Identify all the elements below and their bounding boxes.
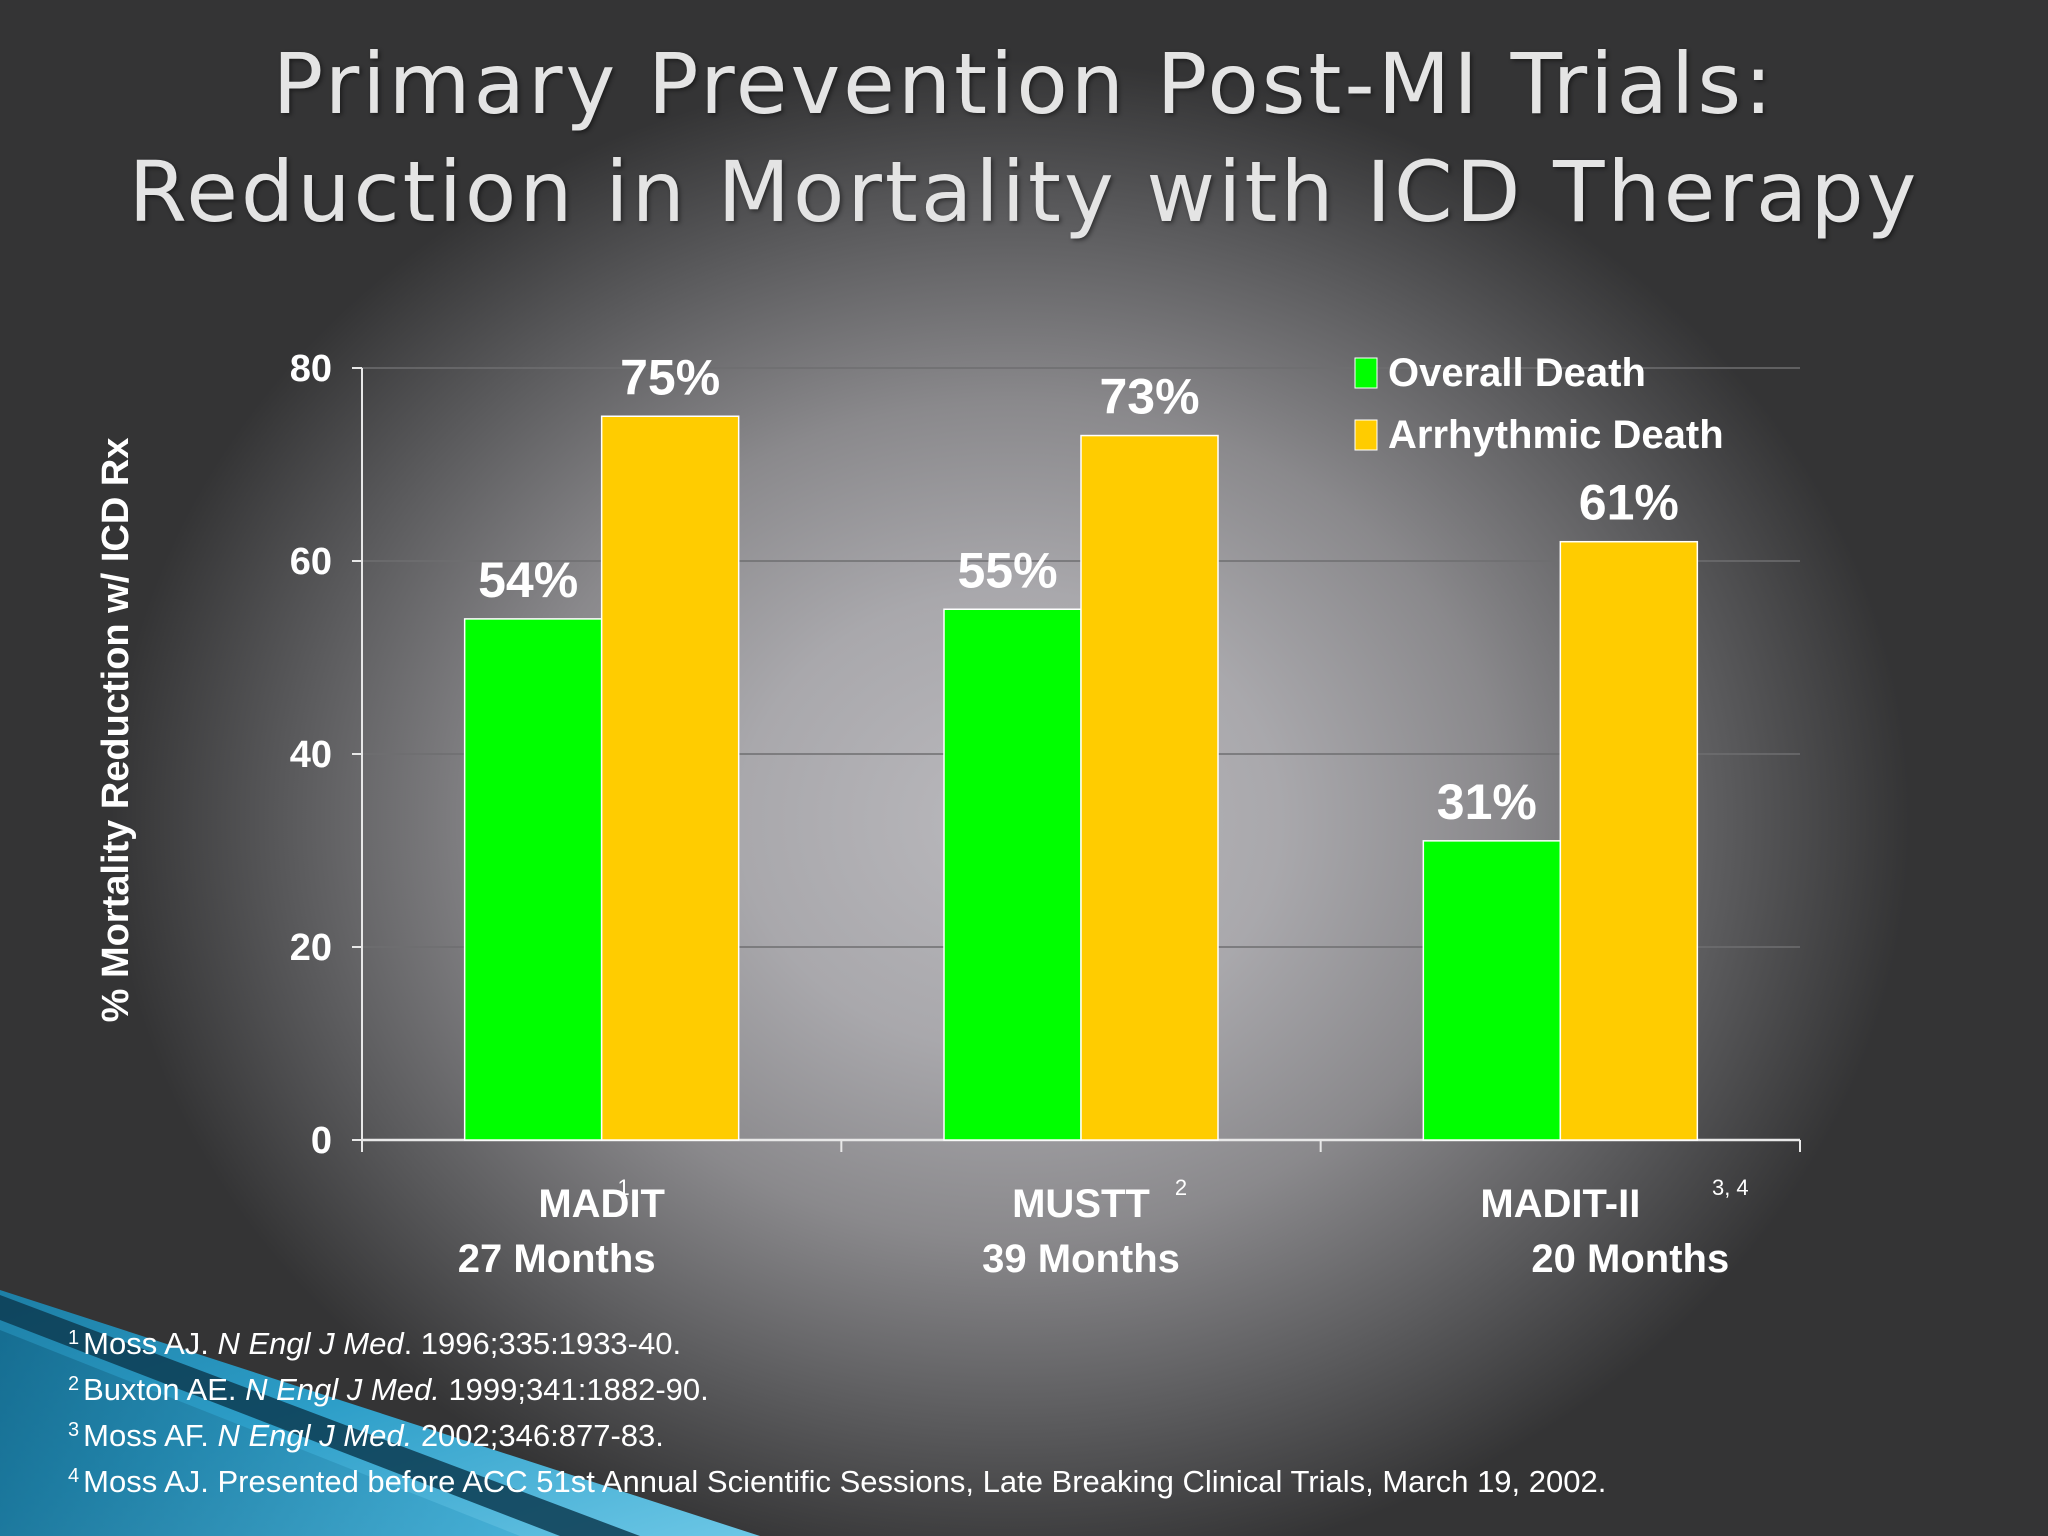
- category-duration-madit: 27 Months: [458, 1237, 656, 1281]
- category-ref-madit: 1: [618, 1175, 630, 1200]
- category-label-madit-ii: MADIT-II: [1480, 1182, 1640, 1226]
- legend-label-1: Arrhythmic Death: [1388, 413, 1724, 457]
- accent-shape-shade: [0, 1330, 520, 1536]
- bars: [463, 415, 1699, 1141]
- reference-4: 4 Moss AJ. Presented before ACC 51st Annu…: [68, 1456, 1606, 1502]
- reference-2: 2 Buxton AE. N Engl J Med. 1999;341:1882-…: [68, 1364, 1606, 1410]
- accent-shape-stripe: [0, 1295, 640, 1536]
- bar-madit-ii-arrhythmic-death: [1559, 540, 1699, 1141]
- y-tick-label-60: 60: [290, 541, 332, 583]
- bar-mustt-arrhythmic-death: [1080, 434, 1219, 1141]
- bar-madit-overall-death: [463, 618, 603, 1141]
- reference-citation: 1999;341:1882-90.: [439, 1372, 709, 1407]
- category-duration-madit-ii: 20 Months: [1531, 1237, 1729, 1281]
- reference-journal: N Engl J Med: [217, 1326, 404, 1361]
- y-axis-title: % Mortality Reduction w/ ICD Rx: [95, 438, 137, 1023]
- y-tick-label-80: 80: [290, 348, 332, 390]
- legend-label-0: Overall Death: [1388, 351, 1646, 395]
- category-ref-mustt: 2: [1175, 1175, 1187, 1200]
- legend-swatch-0: [1354, 357, 1378, 389]
- data-label-madit-ii-overall-death: 31%: [1437, 774, 1537, 830]
- reference-journal: N Engl J Med.: [217, 1418, 413, 1453]
- category-ref-madit-ii: 3, 4: [1712, 1175, 1749, 1200]
- bar-madit-ii-overall-death: [1422, 840, 1562, 1141]
- data-label-madit-ii-arrhythmic-death: 61%: [1579, 475, 1679, 531]
- reference-citation: 2002;346:877-83.: [412, 1418, 664, 1453]
- bar-madit-arrhythmic-death: [600, 415, 740, 1141]
- reference-3: 3 Moss AF. N Engl J Med. 2002;346:877-83.: [68, 1410, 1606, 1456]
- data-label-mustt-arrhythmic-death: 73%: [1099, 369, 1199, 425]
- reference-number: 3: [68, 1419, 80, 1441]
- y-tick-label-40: 40: [290, 734, 332, 776]
- category-label-mustt: MUSTT: [1012, 1182, 1150, 1226]
- slide-title: Primary Prevention Post-MI Trials: Reduc…: [0, 30, 2048, 246]
- reference-number: 1: [68, 1327, 80, 1349]
- reference-author: Moss AF.: [83, 1418, 218, 1453]
- category-duration-mustt: 39 Months: [982, 1237, 1180, 1281]
- references: 1 Moss AJ. N Engl J Med. 1996;335:1933-40…: [68, 1318, 1606, 1502]
- reference-number: 2: [68, 1373, 80, 1395]
- reference-1: 1 Moss AJ. N Engl J Med. 1996;335:1933-40…: [68, 1318, 1606, 1364]
- reference-author: Buxton AE.: [83, 1372, 246, 1407]
- data-label-madit-arrhythmic-death: 75%: [620, 349, 720, 405]
- data-label-mustt-overall-death: 55%: [957, 542, 1057, 598]
- data-labels: 54% 75% 55% 73% 31% 61%: [478, 349, 1679, 830]
- reference-number: 4: [68, 1465, 80, 1487]
- reference-author: Moss AJ. Presented before ACC 51st Annua…: [83, 1464, 1607, 1499]
- reference-author: Moss AJ.: [83, 1326, 218, 1361]
- y-tick-label-0: 0: [311, 1120, 332, 1162]
- category-label-madit: MADIT: [538, 1182, 665, 1226]
- title-line-2: Reduction in Mortality with ICD Therapy: [128, 143, 1920, 241]
- bar-mustt-overall-death: [943, 608, 1082, 1141]
- reference-citation: . 1996;335:1933-40.: [403, 1326, 682, 1361]
- legend-swatch-1: [1354, 419, 1378, 451]
- legend: Overall Death Arrhythmic Death: [1354, 351, 1724, 457]
- title-line-1: Primary Prevention Post-MI Trials:: [272, 35, 1776, 133]
- data-label-madit-overall-death: 54%: [478, 552, 578, 608]
- y-tick-label-20: 20: [290, 927, 332, 969]
- reference-journal: N Engl J Med.: [245, 1372, 440, 1407]
